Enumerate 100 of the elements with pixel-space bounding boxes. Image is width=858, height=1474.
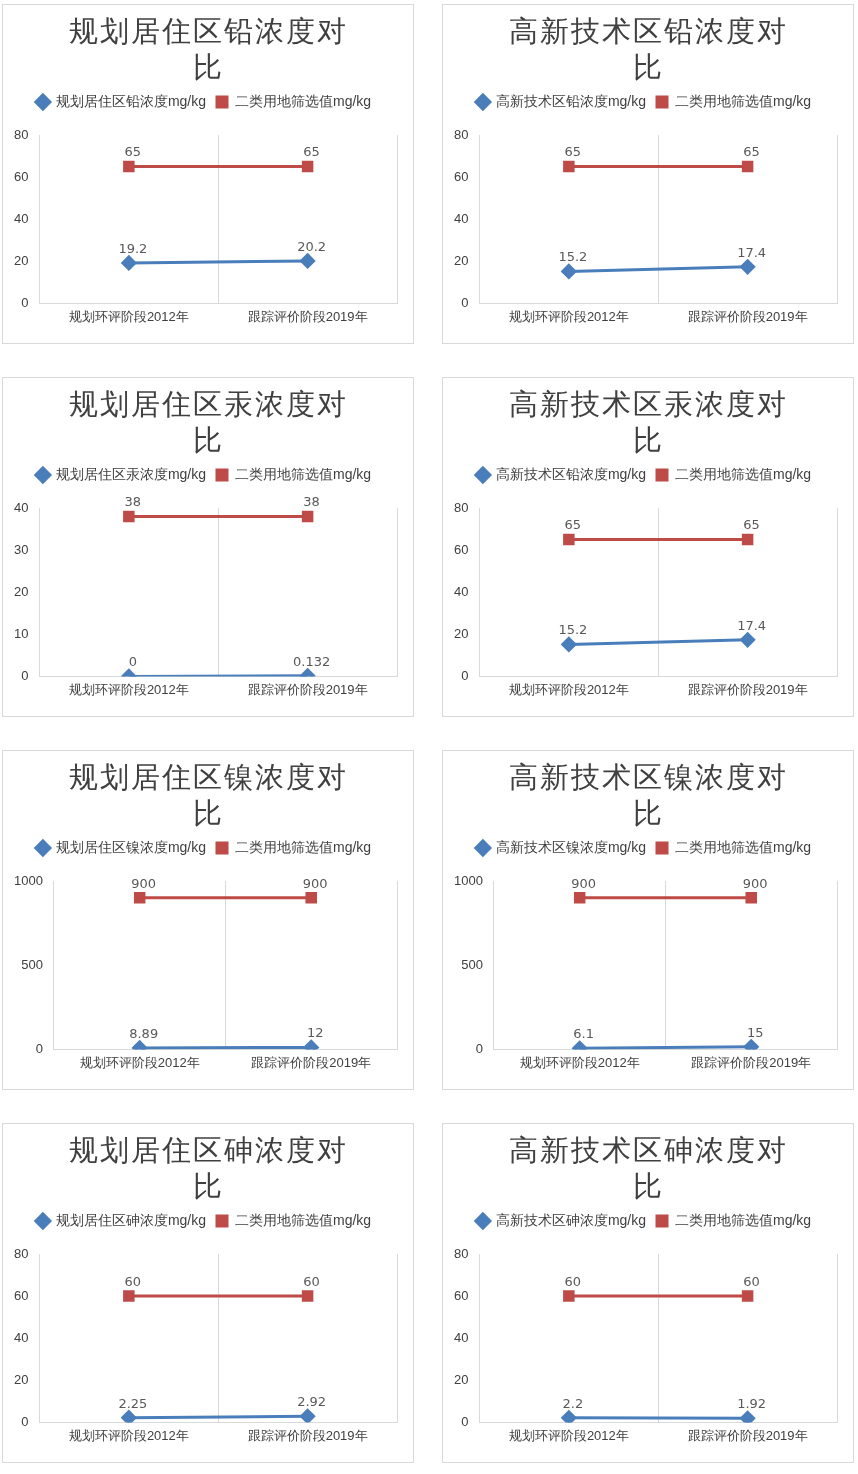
- y-tick-label: 60: [453, 1287, 469, 1303]
- point: [740, 1410, 756, 1423]
- point: [741, 160, 754, 173]
- legend-label: 二类用地筛选值mg/kg: [235, 92, 372, 109]
- y-tick-label: 10: [13, 625, 29, 641]
- legend-label: 二类用地筛选值mg/kg: [675, 465, 812, 482]
- x-tick-label: 跟踪评价阶段2019年: [247, 1427, 368, 1443]
- data-label: 6.1: [573, 1026, 595, 1042]
- data-label: 20.2: [297, 238, 327, 254]
- point: [563, 160, 575, 173]
- data-label: 65: [564, 517, 582, 533]
- data-label: 60: [303, 1273, 320, 1289]
- data-label: 60: [564, 1273, 582, 1289]
- point: [121, 1410, 137, 1423]
- point: [301, 160, 314, 173]
- x-tick-label: 规划环评阶段2012年: [68, 308, 189, 324]
- point: [741, 1290, 754, 1302]
- legend-label: 二类用地筛选值mg/kg: [675, 92, 812, 109]
- y-tick-label: 0: [21, 294, 29, 310]
- x-tick-label: 跟踪评价阶段2019年: [687, 308, 808, 324]
- point: [121, 255, 137, 271]
- x-tick-label: 规划环评阶段2012年: [508, 1427, 629, 1443]
- data-label: 65: [564, 144, 582, 160]
- x-tick-label: 跟踪评价阶段2019年: [687, 1427, 808, 1443]
- legend-label: 二类用地筛选值mg/kg: [675, 1211, 812, 1228]
- point: [563, 533, 575, 546]
- point: [300, 253, 316, 269]
- point: [123, 510, 135, 523]
- y-tick-label: 1000: [14, 872, 43, 888]
- y-tick-label: 40: [453, 1329, 469, 1345]
- point: [301, 1290, 314, 1302]
- legend-label: 高新技术区镍浓度mg/kg: [495, 838, 646, 855]
- y-tick-label: 60: [453, 168, 469, 184]
- y-tick-label: 40: [13, 210, 29, 226]
- x-tick-label: 规划环评阶段2012年: [68, 1427, 189, 1443]
- x-tick-label: 跟踪评价阶段2019年: [687, 681, 808, 697]
- chart-title: 高新技术区砷浓度对比: [507, 1132, 789, 1204]
- point: [305, 892, 317, 904]
- data-label: 900: [742, 875, 768, 891]
- y-tick-label: 80: [13, 1245, 29, 1261]
- point: [561, 263, 577, 279]
- y-tick-label: 0: [461, 667, 469, 683]
- data-label: 15.2: [558, 249, 588, 265]
- point: [563, 1290, 575, 1302]
- x-tick-label: 规划环评阶段2012年: [508, 681, 629, 697]
- data-label: 60: [743, 1273, 760, 1289]
- data-label: 15.2: [558, 622, 588, 638]
- y-tick-label: 500: [21, 956, 43, 972]
- y-tick-label: 80: [13, 126, 29, 142]
- data-label: 2.25: [118, 1395, 148, 1411]
- y-tick-label: 20: [453, 625, 469, 641]
- x-tick-label: 跟踪评价阶段2019年: [691, 1054, 812, 1070]
- data-label: 8.89: [129, 1025, 159, 1041]
- y-tick-label: 0: [475, 1040, 483, 1056]
- chart-title: 高新技术区铅浓度对比: [507, 13, 789, 85]
- y-tick-label: 40: [453, 210, 469, 226]
- y-tick-label: 20: [13, 583, 29, 599]
- legend-label: 二类用地筛选值mg/kg: [235, 1211, 372, 1228]
- data-label: 0: [128, 654, 137, 670]
- x-tick-label: 规划环评阶段2012年: [79, 1054, 200, 1070]
- y-tick-label: 0: [461, 1413, 469, 1429]
- point: [740, 259, 756, 275]
- x-tick-label: 跟踪评价阶段2019年: [251, 1054, 372, 1070]
- data-label: 17.4: [737, 244, 767, 260]
- data-label: 0.132: [293, 653, 331, 669]
- legend-label: 高新技术区铅浓度mg/kg: [495, 465, 646, 482]
- data-label: 65: [303, 144, 320, 160]
- x-tick-label: 规划环评阶段2012年: [508, 308, 629, 324]
- y-tick-label: 80: [453, 499, 469, 515]
- point: [301, 510, 314, 523]
- data-label: 17.4: [737, 617, 767, 633]
- data-label: 900: [302, 875, 328, 891]
- point: [740, 632, 756, 648]
- point: [123, 160, 135, 173]
- data-label: 900: [571, 875, 597, 891]
- data-label: 1.92: [737, 1396, 767, 1412]
- point: [133, 892, 146, 904]
- data-label: 2.2: [562, 1395, 584, 1411]
- legend-label: 规划居住区铅浓度mg/kg: [55, 92, 206, 109]
- point: [745, 892, 757, 904]
- x-tick-label: 跟踪评价阶段2019年: [247, 681, 368, 697]
- y-tick-label: 30: [13, 541, 29, 557]
- y-tick-label: 20: [453, 1371, 469, 1387]
- data-label: 900: [131, 875, 157, 891]
- point: [123, 1290, 135, 1302]
- chart-title: 高新技术区镍浓度对比: [507, 759, 789, 831]
- chart-title: 高新技术区汞浓度对比: [507, 386, 789, 458]
- y-tick-label: 0: [21, 667, 29, 683]
- point: [561, 636, 577, 652]
- legend-label: 高新技术区砷浓度mg/kg: [495, 1211, 646, 1228]
- y-tick-label: 20: [13, 1371, 29, 1387]
- y-tick-label: 1000: [454, 872, 483, 888]
- point: [300, 1408, 316, 1423]
- x-tick-label: 跟踪评价阶段2019年: [247, 308, 368, 324]
- y-tick-label: 0: [35, 1040, 43, 1056]
- data-label: 65: [743, 144, 760, 160]
- chart-title: 规划居住区镍浓度对比: [67, 759, 349, 831]
- y-tick-label: 80: [453, 126, 469, 142]
- y-tick-label: 60: [13, 1287, 29, 1303]
- y-tick-label: 0: [461, 294, 469, 310]
